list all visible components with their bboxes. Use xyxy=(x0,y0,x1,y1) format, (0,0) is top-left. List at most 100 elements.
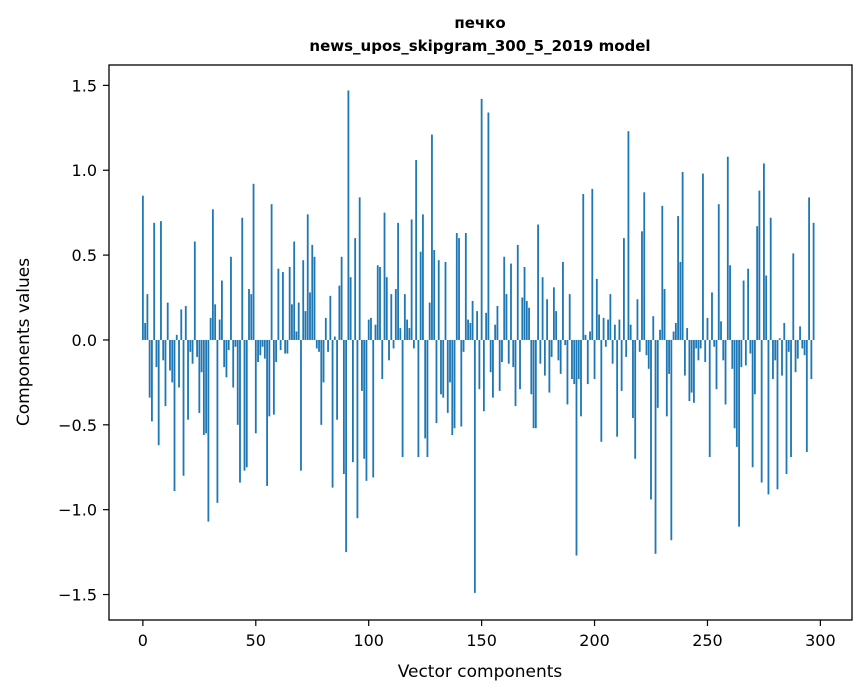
bar-225 xyxy=(650,339,652,500)
bar-131 xyxy=(437,260,440,340)
bar-42 xyxy=(236,339,239,425)
bar-235 xyxy=(672,331,675,340)
bar-130 xyxy=(435,339,438,424)
bar-216 xyxy=(629,324,632,340)
bar-62 xyxy=(281,272,284,340)
bar-115 xyxy=(401,339,404,458)
bar-107 xyxy=(383,212,386,340)
bar-263 xyxy=(735,339,738,447)
bar-104 xyxy=(376,265,379,340)
bar-150 xyxy=(480,98,483,340)
bar-199 xyxy=(591,188,594,340)
bar-168 xyxy=(521,297,524,340)
bar-212 xyxy=(620,339,623,391)
bar-174 xyxy=(534,339,537,429)
bar-186 xyxy=(562,261,564,340)
bar-152 xyxy=(485,312,488,340)
y-tick-label: −1.5 xyxy=(58,586,97,605)
bar-171 xyxy=(528,307,530,340)
bar-37 xyxy=(225,339,228,378)
bar-66 xyxy=(291,304,293,340)
bar-200 xyxy=(593,339,596,379)
bar-243 xyxy=(690,339,693,393)
bar-270 xyxy=(751,339,754,468)
bar-265 xyxy=(740,339,743,368)
bar-250 xyxy=(706,317,709,340)
bar-280 xyxy=(774,339,777,361)
bar-187 xyxy=(564,339,567,346)
bar-253 xyxy=(713,339,716,347)
bar-148 xyxy=(476,311,479,340)
x-tick-label: 250 xyxy=(692,631,723,650)
bar-24 xyxy=(196,339,198,357)
bar-133 xyxy=(442,339,445,398)
bar-2 xyxy=(146,294,149,340)
bar-90 xyxy=(345,339,348,553)
bar-143 xyxy=(464,233,467,340)
y-tick-label: −1.0 xyxy=(58,501,97,520)
x-tick-label: 50 xyxy=(246,631,266,650)
bar-72 xyxy=(304,311,307,340)
bar-279 xyxy=(772,339,774,379)
bar-49 xyxy=(252,183,255,340)
bar-292 xyxy=(801,339,804,349)
bar-242 xyxy=(688,339,691,402)
bar-117 xyxy=(406,319,409,340)
bar-1 xyxy=(144,322,147,340)
bar-261 xyxy=(731,339,734,369)
bar-25 xyxy=(198,339,201,413)
bar-206 xyxy=(607,319,609,340)
bar-226 xyxy=(652,316,655,340)
bars-group xyxy=(141,90,815,593)
bar-34 xyxy=(218,319,221,340)
bar-158 xyxy=(498,339,501,391)
bar-165 xyxy=(514,339,517,407)
x-axis-ticks: 0 50 100 150 200 250 300 xyxy=(138,620,836,650)
bar-295 xyxy=(808,197,810,340)
bar-145 xyxy=(469,322,472,340)
bar-0 xyxy=(141,195,144,340)
bar-86 xyxy=(336,339,338,420)
bar-293 xyxy=(803,339,806,356)
bar-57 xyxy=(270,204,273,340)
bar-176 xyxy=(539,339,542,364)
bar-207 xyxy=(609,294,612,340)
bar-180 xyxy=(548,339,551,393)
bar-182 xyxy=(552,287,555,340)
bar-217 xyxy=(632,339,634,419)
bar-196 xyxy=(584,334,587,340)
bar-181 xyxy=(550,339,553,357)
x-tick-label: 200 xyxy=(579,631,610,650)
bar-82 xyxy=(327,339,329,352)
bar-50 xyxy=(254,339,257,434)
bar-127 xyxy=(428,302,431,340)
bar-255 xyxy=(717,204,720,340)
bar-223 xyxy=(645,339,648,356)
bar-254 xyxy=(715,339,718,390)
bar-155 xyxy=(492,339,494,398)
bar-260 xyxy=(729,265,731,340)
bar-163 xyxy=(510,263,512,340)
bar-80 xyxy=(322,339,325,383)
bar-147 xyxy=(473,339,476,593)
bar-28 xyxy=(205,339,208,434)
bar-271 xyxy=(753,339,756,395)
bar-136 xyxy=(449,339,451,383)
bar-30 xyxy=(209,317,212,340)
bar-275 xyxy=(763,163,765,340)
bar-9 xyxy=(162,339,165,361)
bar-287 xyxy=(790,339,792,458)
bar-98 xyxy=(363,339,366,459)
x-tick-label: 100 xyxy=(353,631,384,650)
bar-68 xyxy=(295,331,298,340)
bar-61 xyxy=(279,339,282,351)
bar-220 xyxy=(638,339,641,352)
bar-221 xyxy=(641,231,643,340)
bar-111 xyxy=(392,339,395,349)
bar-188 xyxy=(566,339,569,405)
bar-173 xyxy=(532,339,535,429)
bar-142 xyxy=(462,339,465,352)
bar-59 xyxy=(275,339,278,363)
bar-122 xyxy=(417,339,420,458)
